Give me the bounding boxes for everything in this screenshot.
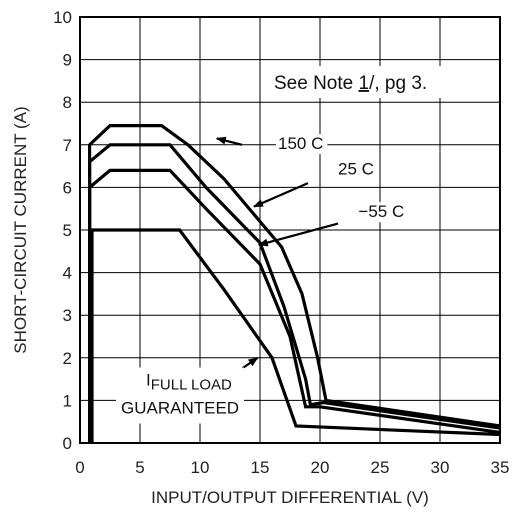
- x-tick-label: 30: [431, 458, 450, 477]
- series-line: [87, 123, 501, 443]
- tick-labels: 0 5 10 15 20 25 30 35 0 1 2 3 4 5 6 7 8 9 10: [53, 8, 509, 477]
- series-line: [90, 228, 501, 443]
- y-axis-label: SHORT-CIRCUIT CURRENT (A): [11, 106, 30, 353]
- y-tick-label: 8: [63, 93, 72, 112]
- y-tick-label: 0: [63, 434, 72, 453]
- x-tick-label: 0: [75, 458, 84, 477]
- annotation-label-main: I: [146, 370, 151, 389]
- x-axis-label: INPUT/OUTPUT DIFFERENTIAL (V): [151, 488, 429, 507]
- annotation-arrow: [215, 136, 243, 146]
- y-tick-label: 9: [63, 51, 72, 70]
- y-tick-label: 3: [63, 306, 72, 325]
- annotation-bg: [276, 134, 328, 155]
- y-tick-label: 6: [63, 178, 72, 197]
- annotation-arrow: [257, 222, 339, 247]
- annotation-label-sub: FULL LOAD: [151, 376, 232, 393]
- x-tick-label: 25: [371, 458, 390, 477]
- x-tick-label: 35: [491, 458, 510, 477]
- y-tick-label: 5: [63, 221, 72, 240]
- series-line: [87, 168, 501, 443]
- note-prefix: See Note: [274, 73, 359, 94]
- note-box: [268, 66, 496, 98]
- annotation-label: 25 C: [338, 160, 374, 179]
- y-tick-label: 7: [63, 136, 72, 155]
- annotation-bg: [336, 159, 378, 180]
- y-tick-label: 10: [53, 8, 72, 27]
- annotation-bg: [116, 367, 244, 424]
- annotation-label: IFULL LOAD: [146, 370, 232, 393]
- annotations: 150 C 25 C −55 C IFULL LOAD GUARANTEED: [116, 134, 409, 424]
- y-tick-label: 1: [63, 391, 72, 410]
- plot-frame: [79, 16, 501, 444]
- note-suffix: /, pg 3.: [369, 73, 427, 94]
- x-tick-label: 15: [251, 458, 270, 477]
- x-tick-label: 20: [311, 458, 330, 477]
- note-text: See Note 1/, pg 3.: [274, 73, 427, 94]
- y-tick-label: 2: [63, 349, 72, 368]
- annotation-bg: [356, 202, 409, 223]
- annotation-label: 150 C: [278, 134, 323, 153]
- annotation-label: −55 C: [358, 202, 404, 221]
- x-tick-label: 10: [191, 458, 210, 477]
- x-tick-label: 5: [135, 458, 144, 477]
- annotation-arrow: [253, 182, 309, 208]
- annotation-label: GUARANTEED: [121, 398, 239, 417]
- note-ref: 1: [359, 73, 370, 94]
- y-tick-label: 4: [63, 264, 72, 283]
